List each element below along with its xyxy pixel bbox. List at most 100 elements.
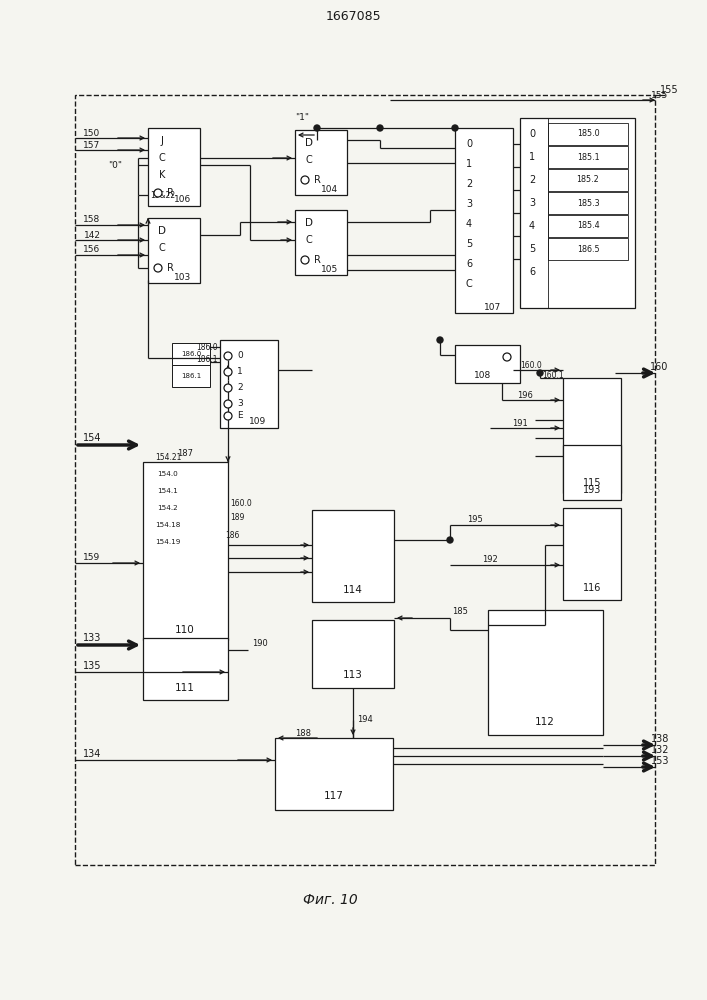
Text: 159: 159 (83, 554, 100, 562)
Text: C: C (305, 235, 312, 245)
Text: 3: 3 (466, 199, 472, 209)
Text: 187: 187 (177, 450, 193, 458)
Text: 115: 115 (583, 478, 601, 488)
Text: 1667085: 1667085 (325, 10, 381, 23)
Text: R: R (167, 263, 173, 273)
Circle shape (437, 337, 443, 343)
Text: 186.0: 186.0 (181, 351, 201, 357)
Text: C: C (158, 243, 165, 253)
Bar (548, 238, 628, 260)
Text: 0: 0 (237, 352, 243, 360)
Bar (548, 123, 628, 145)
Text: 113: 113 (343, 670, 363, 680)
Text: 154.0: 154.0 (158, 471, 178, 477)
Bar (455, 345, 520, 383)
Text: 106: 106 (175, 196, 192, 205)
Text: C: C (305, 155, 312, 165)
Text: 109: 109 (250, 418, 267, 426)
Circle shape (314, 125, 320, 131)
Bar (172, 365, 210, 387)
Circle shape (503, 353, 511, 361)
Text: 134: 134 (83, 749, 101, 759)
Circle shape (154, 189, 162, 197)
Circle shape (224, 384, 232, 392)
Circle shape (537, 370, 543, 376)
Text: "0": "0" (108, 160, 122, 169)
Text: 135: 135 (83, 661, 101, 671)
Circle shape (377, 125, 383, 131)
Bar (455, 128, 513, 313)
Text: 160.0: 160.0 (230, 498, 252, 508)
Text: 110: 110 (175, 625, 195, 635)
Circle shape (224, 412, 232, 420)
Bar (312, 620, 394, 688)
Text: 6: 6 (529, 267, 535, 277)
Text: 0: 0 (529, 129, 535, 139)
Text: 5: 5 (466, 239, 472, 249)
Bar (548, 169, 628, 191)
Text: 153: 153 (651, 756, 670, 766)
Text: 1: 1 (237, 367, 243, 376)
Text: 107: 107 (484, 304, 502, 312)
Bar (143, 638, 228, 700)
Text: 114: 114 (343, 585, 363, 595)
Text: 133: 133 (83, 633, 101, 643)
Circle shape (447, 537, 453, 543)
Text: 157: 157 (83, 140, 100, 149)
Text: 160.1: 160.1 (542, 370, 563, 379)
Text: 156: 156 (83, 245, 100, 254)
Text: 154.18: 154.18 (156, 522, 181, 528)
Text: 186.0: 186.0 (197, 344, 218, 353)
Text: 190: 190 (252, 640, 268, 648)
Text: 186: 186 (225, 530, 240, 540)
Text: K: K (159, 170, 165, 180)
Bar (148, 128, 200, 206)
Text: 154.1: 154.1 (158, 488, 178, 494)
Bar (548, 146, 628, 168)
Bar (220, 340, 278, 428)
Bar (172, 343, 210, 365)
Text: 186.1: 186.1 (197, 356, 218, 364)
Text: 186.5: 186.5 (577, 244, 600, 253)
Text: 2: 2 (237, 383, 243, 392)
Bar (563, 508, 621, 600)
Text: 195: 195 (467, 516, 483, 524)
Text: J: J (160, 136, 163, 146)
Text: C: C (158, 153, 165, 163)
Text: 185.3: 185.3 (577, 198, 600, 208)
Text: "1": "1" (295, 113, 309, 122)
Bar (295, 130, 347, 195)
Bar (563, 378, 621, 493)
Circle shape (452, 125, 458, 131)
Text: 3: 3 (237, 399, 243, 408)
Text: 185.0: 185.0 (577, 129, 600, 138)
Text: 1: 1 (466, 159, 472, 169)
Text: 185: 185 (452, 607, 468, 616)
Text: 111: 111 (175, 683, 195, 693)
Text: 112: 112 (535, 717, 555, 727)
Text: 154: 154 (83, 433, 101, 443)
Text: D: D (305, 138, 313, 148)
Text: 154.21: 154.21 (155, 454, 182, 462)
Bar (312, 510, 394, 602)
Text: 116: 116 (583, 583, 601, 593)
Text: 1: 1 (529, 152, 535, 162)
Bar (488, 610, 603, 735)
Bar (548, 215, 628, 237)
Bar (148, 218, 200, 283)
Text: R: R (314, 255, 320, 265)
Text: 155: 155 (651, 91, 668, 100)
Text: 5: 5 (529, 244, 535, 254)
Text: 108: 108 (474, 370, 491, 379)
Text: R: R (167, 188, 173, 198)
Text: 154.19: 154.19 (156, 539, 181, 545)
Text: 186.1: 186.1 (181, 373, 201, 379)
Text: 142: 142 (83, 231, 100, 239)
Text: 4: 4 (529, 221, 535, 231)
Text: 188: 188 (295, 728, 311, 738)
Text: 6: 6 (466, 259, 472, 269)
Bar (143, 462, 228, 640)
Text: Фиг. 10: Фиг. 10 (303, 893, 357, 907)
Text: D: D (305, 218, 313, 228)
Text: C: C (466, 279, 472, 289)
